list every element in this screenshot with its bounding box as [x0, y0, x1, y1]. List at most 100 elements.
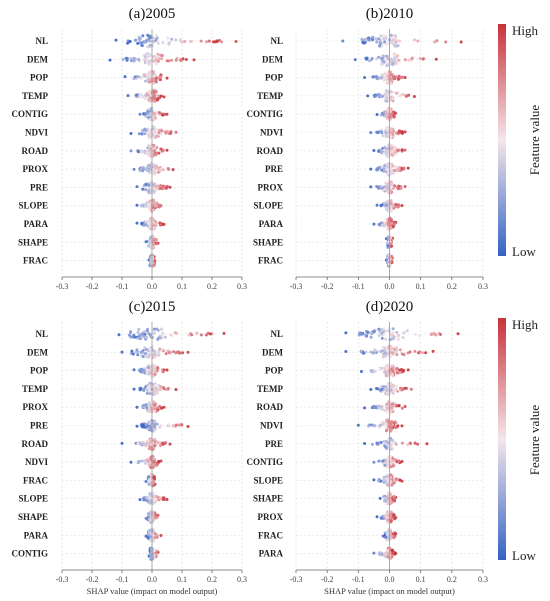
shap-point: [161, 168, 165, 172]
shap-point: [393, 168, 397, 172]
shap-point: [401, 441, 404, 445]
shap-point: [168, 185, 172, 189]
shap-point: [381, 355, 385, 359]
feature-label-slope: SLOPE: [18, 201, 48, 211]
shap-point: [147, 183, 151, 187]
shap-point: [154, 204, 158, 208]
shap-point: [389, 164, 393, 168]
shap-point: [406, 166, 410, 170]
shap-point: [163, 335, 167, 339]
shap-point: [154, 555, 158, 559]
shap-point: [129, 335, 133, 339]
shap-point: [171, 168, 175, 172]
shap-point: [144, 188, 148, 192]
shap-point: [151, 81, 155, 85]
feature-label-pop: POP: [30, 73, 48, 83]
shap-point: [393, 388, 397, 392]
feature-label-shape: SHAPE: [253, 237, 283, 247]
shap-point: [390, 221, 394, 225]
shap-point: [148, 117, 152, 121]
shap-point: [372, 349, 376, 353]
shap-point: [372, 222, 376, 226]
shap-point: [416, 39, 420, 43]
feature-label-temp: TEMP: [22, 91, 49, 101]
shap-point: [140, 370, 144, 374]
shap-point: [158, 425, 162, 429]
shap-point: [154, 78, 158, 82]
shap-point: [146, 512, 150, 516]
shap-point: [389, 73, 393, 77]
shap-point: [385, 145, 389, 149]
shap-point: [385, 88, 389, 92]
beeswarm-road: [372, 143, 407, 158]
shap-point: [405, 329, 409, 333]
beeswarm-pop: [359, 364, 410, 378]
shap-point: [135, 348, 139, 352]
shap-point: [154, 391, 158, 395]
shap-point: [145, 405, 149, 409]
shap-point: [400, 204, 404, 208]
beeswarm-para: [135, 216, 166, 231]
shap-point: [129, 330, 133, 334]
shap-point: [136, 353, 140, 357]
shap-point: [391, 97, 395, 101]
shap-point: [156, 167, 160, 170]
shap-point: [148, 39, 152, 43]
shap-point: [180, 40, 184, 44]
shap-point: [160, 148, 164, 152]
shap-point: [157, 151, 161, 155]
shap-point: [114, 38, 118, 42]
shap-point: [386, 168, 390, 172]
beeswarm-dem: [120, 345, 190, 360]
shap-point: [155, 201, 159, 205]
shap-point: [384, 512, 388, 516]
x-tick-label: 0.1: [416, 575, 426, 584]
shap-point: [399, 76, 403, 80]
shap-point: [164, 131, 168, 135]
shap-point: [147, 422, 151, 426]
shap-point: [161, 113, 165, 117]
shap-point: [389, 421, 393, 425]
shap-point: [137, 132, 141, 136]
shap-point: [139, 150, 143, 154]
shap-point: [192, 58, 196, 62]
shap-point: [156, 328, 160, 332]
shap-point: [353, 58, 357, 62]
shap-point: [401, 336, 405, 340]
shap-point: [385, 153, 389, 157]
shap-point: [137, 460, 141, 464]
shap-point: [385, 126, 389, 130]
panel-2: (b)2010 NL DEM POP TEMP CONTIG NDVI ROAD PRE PROX…: [246, 6, 488, 291]
shap-point: [384, 36, 388, 40]
shap-point: [154, 171, 158, 175]
shap-point: [144, 220, 148, 224]
shap-point: [384, 111, 388, 115]
shap-point: [147, 191, 151, 195]
shap-point: [373, 94, 377, 98]
shap-point: [383, 164, 387, 168]
x-tick-label: -0.2: [321, 282, 334, 291]
shap-point: [174, 130, 178, 134]
shap-point: [156, 408, 160, 412]
shap-point: [400, 167, 404, 171]
shap-point: [129, 57, 133, 61]
shap-point: [384, 98, 388, 102]
shap-point: [390, 441, 394, 445]
feature-label-dem: DEM: [262, 347, 284, 357]
shap-point: [162, 405, 166, 409]
shap-point: [395, 91, 399, 95]
shap-point: [383, 445, 387, 449]
shap-point: [387, 535, 391, 539]
x-tick-label: 0.2: [447, 575, 457, 584]
shap-point: [145, 201, 149, 205]
shap-point: [168, 442, 172, 446]
beeswarm-nl: [114, 33, 238, 49]
shap-point: [403, 386, 407, 390]
colorbar-gradient: [498, 318, 506, 560]
shap-point: [388, 551, 392, 555]
shap-point: [121, 58, 125, 61]
shap-point: [384, 337, 388, 341]
shap-point: [373, 370, 377, 373]
shap-point: [137, 327, 141, 331]
shap-point: [117, 333, 121, 337]
